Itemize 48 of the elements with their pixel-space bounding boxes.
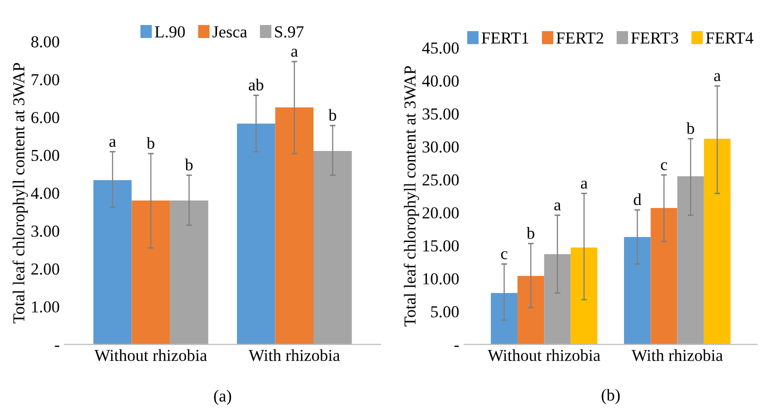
annotation: b (686, 122, 694, 134)
y-tick-label: 20.00 (422, 207, 459, 219)
annotation: a (109, 138, 116, 147)
y-tick-label: 1.00 (32, 301, 60, 313)
legend-label: FERT4 (706, 32, 754, 44)
annotation: b (146, 137, 154, 149)
annotation: a (714, 73, 721, 82)
y-tick-label: 15.00 (423, 240, 459, 252)
y-axis-title: Total leaf chlorophyll content at 3WAP (404, 66, 420, 326)
y-tick-label: 10.00 (423, 273, 459, 285)
legend-label: FERT2 (556, 32, 604, 44)
annotation: ab (248, 78, 264, 90)
x-tick-label: Without rhizobia (94, 349, 207, 362)
annotation: a (580, 180, 588, 189)
y-tick-label: 5.00 (32, 150, 60, 162)
y-tick-label: 40.00 (422, 75, 459, 87)
y-tick-label: 35.00 (422, 108, 459, 120)
y-tick-label: 8.00 (31, 36, 60, 48)
y-tick-label: 3.00 (31, 226, 60, 237)
y-tick-label: - (454, 346, 459, 347)
legend-label: FERT3 (631, 32, 678, 44)
legend-label: L.90 (154, 26, 185, 38)
y-axis-title: Total leaf chlorophyll content at 3WAP (12, 63, 28, 324)
y-tick-label: 6.00 (31, 112, 60, 124)
legend-label: FERT1 (482, 32, 528, 44)
annotation: b (184, 158, 193, 170)
legend-label: Jesca (212, 26, 248, 38)
text: (b) (602, 388, 620, 404)
y-tick-label: 4.00 (30, 188, 60, 199)
x-tick-label: With rhizobia (632, 349, 723, 362)
text: (a) (214, 390, 232, 406)
y-tick-label: 7.00 (32, 74, 60, 86)
x-tick-label: Without rhizobia (488, 349, 600, 362)
annotation: a (291, 48, 298, 57)
annotation: c (501, 251, 508, 260)
y-tick-label: 25.00 (422, 174, 459, 186)
y-tick-label: 30.00 (422, 141, 459, 153)
y-tick-label: 2.00 (31, 263, 60, 275)
annotation: d (634, 193, 642, 206)
annotation: a (554, 202, 561, 210)
y-tick-label: - (54, 346, 60, 347)
legend-label: S.97 (275, 26, 304, 38)
x-tick-label: With rhizobia (248, 349, 340, 362)
annotation: b (328, 109, 336, 121)
y-tick-label: 45.00 (422, 42, 459, 54)
y-tick-label: 5.00 (431, 306, 459, 318)
annotation: b (526, 227, 534, 239)
annotation: c (660, 162, 668, 170)
